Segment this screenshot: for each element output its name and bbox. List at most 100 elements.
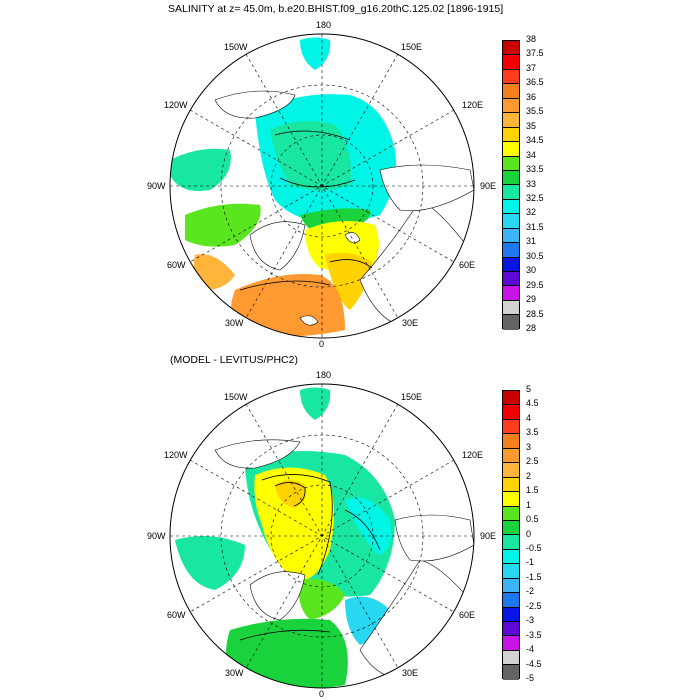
lon-label-150e: 150E xyxy=(401,392,422,402)
colorbar-label: -5 xyxy=(526,673,535,683)
contour-line xyxy=(261,474,333,576)
lon-label-150w: 150W xyxy=(224,42,248,52)
colorbar-swatch xyxy=(503,84,519,99)
colorbar-label: 30.5 xyxy=(526,250,544,261)
lon-label-0: 0 xyxy=(319,689,324,699)
canada-basin-region xyxy=(270,121,351,190)
colorbar-swatch xyxy=(503,665,519,680)
lon-label-180: 180 xyxy=(316,370,331,380)
lon-label-90w: 90W xyxy=(147,531,166,541)
colorbar-label: -4 xyxy=(526,644,535,655)
colorbar-label: -1.5 xyxy=(526,571,542,582)
bering-anomaly xyxy=(300,387,331,420)
alaska-land xyxy=(214,439,301,469)
lon-label-150w: 150W xyxy=(224,392,248,402)
bering-land xyxy=(300,37,331,70)
colorbar-label: -2.5 xyxy=(526,600,542,611)
colorbar-swatch xyxy=(503,492,519,507)
colorbar-label: 35.5 xyxy=(526,106,544,117)
colorbar-label: 31.5 xyxy=(526,221,544,232)
lon-label-0: 0 xyxy=(319,339,324,349)
lon-label-30w: 30W xyxy=(225,668,244,678)
colorbar-label: -3.5 xyxy=(526,629,542,640)
colorbar-swatch xyxy=(503,243,519,258)
colorbar-swatch xyxy=(503,55,519,70)
lon-label-120e: 120E xyxy=(462,100,483,110)
colorbar-swatch xyxy=(503,419,519,435)
colorbar-label: 37 xyxy=(526,62,537,73)
colorbar-label: -1 xyxy=(526,557,535,568)
contour-line xyxy=(239,629,331,641)
colorbar-swatch xyxy=(503,41,519,56)
lon-label-120w: 120W xyxy=(164,100,188,110)
colorbar-swatch xyxy=(503,607,519,622)
peak-anomaly-region xyxy=(275,480,307,508)
colorbar-swatch xyxy=(503,593,519,608)
colorbar-label: 32.5 xyxy=(526,192,544,203)
colorbar-label: 29.5 xyxy=(526,279,544,290)
lon-label-90w: 90W xyxy=(147,181,166,191)
colorbar-label: 33.5 xyxy=(526,164,544,175)
salinity-map: 180 0 90W 90E 150W 150E 120W 120E 60W 60… xyxy=(147,20,496,349)
colorbar-label: -3 xyxy=(526,615,535,626)
colorbar-label: 3.5 xyxy=(526,427,539,438)
colorbar-swatch xyxy=(503,170,519,186)
difference-map: 180 0 90W 90E 150W 150E 120W 120E 60W 60… xyxy=(147,370,496,699)
colorbar-swatch xyxy=(503,315,519,330)
colorbar-label: -4.5 xyxy=(526,658,542,669)
siberia-land xyxy=(394,514,474,562)
contour-line xyxy=(274,130,351,141)
colorbar-label: 33 xyxy=(526,178,537,189)
colorbar-label: -0.5 xyxy=(526,542,542,553)
colorbar-label: 28 xyxy=(526,323,537,333)
barents-anomaly-region xyxy=(345,596,390,645)
lon-label-30w: 30W xyxy=(225,318,244,328)
lon-label-30e: 30E xyxy=(402,668,418,678)
positive-anomaly-region xyxy=(254,467,334,581)
nordic-anomaly-region xyxy=(226,618,348,688)
colorbar-swatch xyxy=(503,506,519,521)
contour-line xyxy=(344,509,381,551)
siberia-land xyxy=(379,164,474,212)
contour-line xyxy=(239,280,331,291)
colorbar-label: 34.5 xyxy=(526,135,544,146)
colorbar-label: 31 xyxy=(526,236,537,247)
colorbar-swatch xyxy=(503,564,519,579)
colorbar-swatch xyxy=(503,127,519,143)
colorbar-swatch xyxy=(503,113,519,128)
colorbar-label: 4.5 xyxy=(526,398,539,409)
salinity-colorbar xyxy=(502,40,520,330)
colorbar-swatch xyxy=(503,257,519,272)
alaska-land xyxy=(214,90,296,119)
colorbar-label: 30 xyxy=(526,265,537,276)
hudson-region xyxy=(170,148,231,191)
colorbar-swatch xyxy=(503,214,519,229)
svalbard-land xyxy=(344,232,361,244)
graticule xyxy=(170,34,474,338)
colorbar-label: 36.5 xyxy=(526,77,544,88)
contour-line xyxy=(279,177,356,188)
eurasian-anomaly-region xyxy=(345,497,392,555)
lon-label-90e: 90E xyxy=(480,531,496,541)
lon-label-60w: 60W xyxy=(167,610,186,620)
colorbar-label: 0 xyxy=(526,528,532,539)
colorbar-label: 36 xyxy=(526,91,537,102)
lon-label-60w: 60W xyxy=(167,260,186,270)
colorbar-swatch xyxy=(503,477,519,493)
colorbar-swatch xyxy=(503,636,519,651)
difference-colorbar xyxy=(502,390,520,680)
contour-line xyxy=(329,259,373,269)
colorbar-label: 38 xyxy=(526,34,537,44)
colorbar-label: 35 xyxy=(526,120,537,131)
colorbar-label: 29 xyxy=(526,294,537,305)
colorbar-swatch xyxy=(503,520,519,536)
colorbar-swatch xyxy=(503,185,519,200)
colorbar-swatch xyxy=(503,434,519,449)
colorbar-label: 4 xyxy=(526,412,532,423)
colorbar-label: -2 xyxy=(526,586,535,597)
norwegian-sea-region xyxy=(325,252,372,310)
baffin-region xyxy=(185,203,261,247)
labrador-sea-region xyxy=(193,254,235,290)
colorbar-label: 32 xyxy=(526,207,537,218)
colorbar-label: 1 xyxy=(526,499,532,510)
